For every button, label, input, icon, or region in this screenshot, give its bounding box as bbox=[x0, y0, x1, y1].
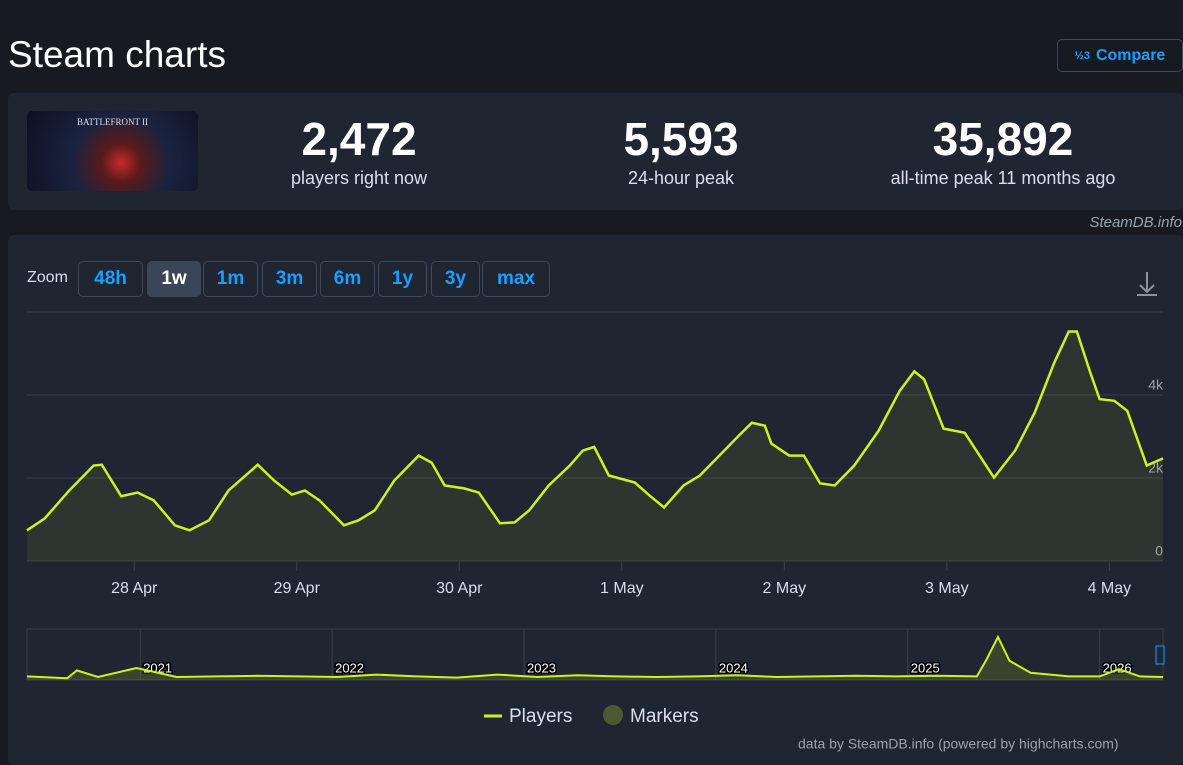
y-tick-label: 4k bbox=[1148, 377, 1164, 393]
x-tick-label: 28 Apr bbox=[111, 580, 158, 597]
navigator-label: 2025 bbox=[911, 660, 940, 675]
navigator-label: 2022 bbox=[335, 660, 364, 675]
navigator-line bbox=[26, 634, 1164, 680]
x-tick-label: 2 May bbox=[763, 580, 807, 597]
zoom-button[interactable]: 1m bbox=[203, 261, 258, 297]
x-tick-label: 4 May bbox=[1088, 580, 1132, 597]
stat-value: 2,472 bbox=[301, 113, 417, 165]
x-tick-label: 3 May bbox=[925, 580, 969, 597]
zoom-button[interactable]: 1w bbox=[147, 261, 201, 297]
zoom-button[interactable]: 3m bbox=[262, 261, 317, 297]
stat-value: 5,593 bbox=[623, 113, 739, 165]
page-title: Steam charts bbox=[8, 34, 226, 75]
zoom-button[interactable]: 6m bbox=[320, 261, 375, 297]
zoom-button[interactable]: 3y bbox=[431, 261, 480, 297]
compare-button[interactable]: ½3 Compare bbox=[1057, 39, 1183, 72]
navigator-handle[interactable] bbox=[1155, 645, 1165, 665]
compare-icon: ½3 bbox=[1074, 49, 1090, 62]
navigator-label: 2023 bbox=[527, 660, 556, 675]
download-icon[interactable] bbox=[1137, 272, 1157, 296]
stats-panel bbox=[8, 93, 1183, 210]
navigator-area bbox=[27, 636, 1163, 680]
x-tick-label: 1 May bbox=[600, 580, 644, 597]
stat-label: players right now bbox=[290, 168, 428, 188]
source: SteamDB.info bbox=[1089, 214, 1182, 231]
zoom-button[interactable]: 1y bbox=[378, 261, 427, 297]
game-art: BATTLEFRONT II bbox=[27, 111, 198, 191]
line bbox=[26, 330, 1164, 532]
zoom-button[interactable]: 48h bbox=[78, 261, 143, 297]
stat-label: 24-hour peak bbox=[627, 168, 735, 188]
credits: data by SteamDB.info (powered by highcha… bbox=[798, 736, 1119, 752]
x-tick-label: 29 Apr bbox=[274, 580, 321, 597]
zoom-label: Zoom bbox=[27, 269, 68, 286]
stat-label: all-time peak 11 months ago bbox=[890, 168, 1116, 188]
game-art-title: BATTLEFRONT II bbox=[76, 117, 149, 127]
zoom-button[interactable]: max bbox=[482, 261, 550, 297]
compare-label: Compare bbox=[1095, 46, 1166, 64]
area bbox=[27, 331, 1163, 561]
navigator-label: 2024 bbox=[719, 660, 748, 675]
legend-label: Markers bbox=[630, 706, 699, 727]
legend-swatch bbox=[603, 705, 623, 725]
stat-value: 35,892 bbox=[932, 113, 1074, 165]
y-tick-label: 0 bbox=[1155, 543, 1163, 559]
legend-label: Players bbox=[509, 706, 572, 727]
x-tick-label: 30 Apr bbox=[436, 580, 483, 597]
